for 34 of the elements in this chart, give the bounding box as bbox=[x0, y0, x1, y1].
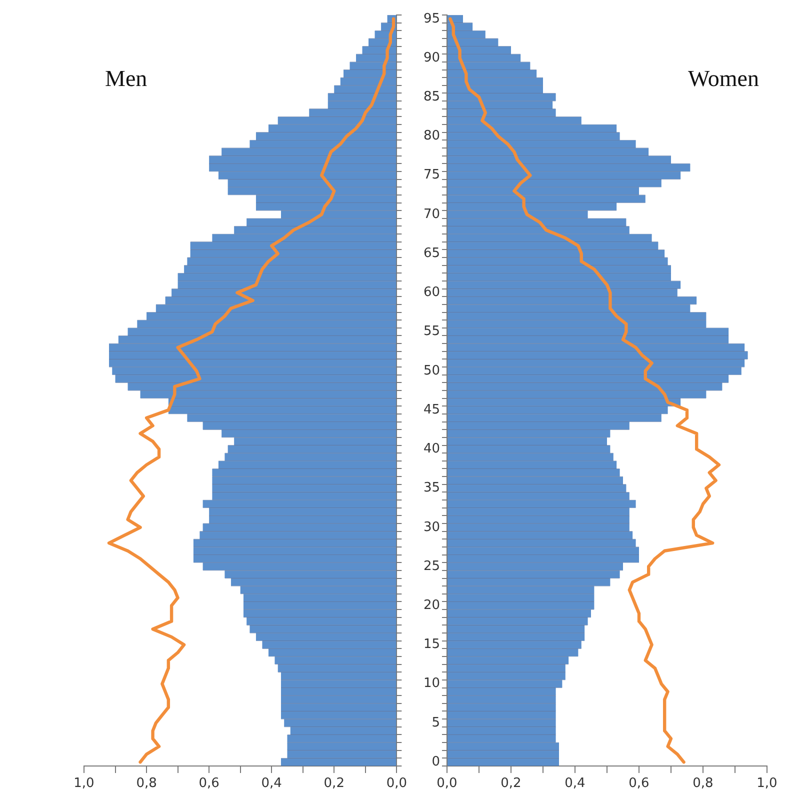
text: Women bbox=[688, 66, 760, 92]
y-tick-label: 60 bbox=[423, 285, 440, 300]
x-tick-label: 1,0 bbox=[74, 776, 94, 792]
y-tick-label: 95 bbox=[423, 11, 440, 26]
x-tick-label: 0,6 bbox=[628, 776, 650, 792]
y-tick-label: 90 bbox=[423, 50, 440, 66]
x-tick-label: 0,8 bbox=[136, 776, 157, 792]
y-tick-label: 75 bbox=[423, 168, 440, 183]
y-tick-label: 25 bbox=[423, 558, 440, 574]
y-tick-label: 55 bbox=[423, 324, 440, 340]
y-tick-label: 15 bbox=[423, 637, 440, 652]
y-tick-label: 5 bbox=[432, 715, 440, 730]
x-tick-label: 0,4 bbox=[261, 776, 282, 792]
x-tick-label: 0,8 bbox=[692, 776, 714, 792]
y-tick-label: 40 bbox=[423, 442, 440, 457]
y-tick-label: 65 bbox=[423, 246, 440, 261]
y-tick-label: 20 bbox=[423, 598, 440, 614]
y-tick-label: 0 bbox=[432, 754, 440, 770]
x-tick-label: 0,6 bbox=[198, 776, 220, 792]
y-tick-label: 70 bbox=[423, 206, 440, 222]
x-tick-label: 1,0 bbox=[756, 776, 778, 792]
x-tick-label: 0,4 bbox=[564, 776, 586, 792]
y-tick-label: 45 bbox=[423, 402, 440, 418]
text: Men bbox=[105, 66, 148, 92]
x-tick-label: 0,2 bbox=[500, 776, 522, 792]
y-tick-label: 80 bbox=[423, 128, 440, 144]
y-tick-label: 30 bbox=[423, 520, 440, 535]
y-tick-label: 35 bbox=[423, 480, 440, 496]
y-tick-label: 10 bbox=[423, 676, 440, 692]
x-tick-label: 0,0 bbox=[436, 776, 458, 792]
x-tick-label: 0,0 bbox=[386, 776, 408, 792]
y-tick-label: 85 bbox=[423, 90, 440, 105]
y-tick-label: 50 bbox=[423, 363, 440, 378]
x-tick-label: 0,2 bbox=[324, 776, 344, 792]
